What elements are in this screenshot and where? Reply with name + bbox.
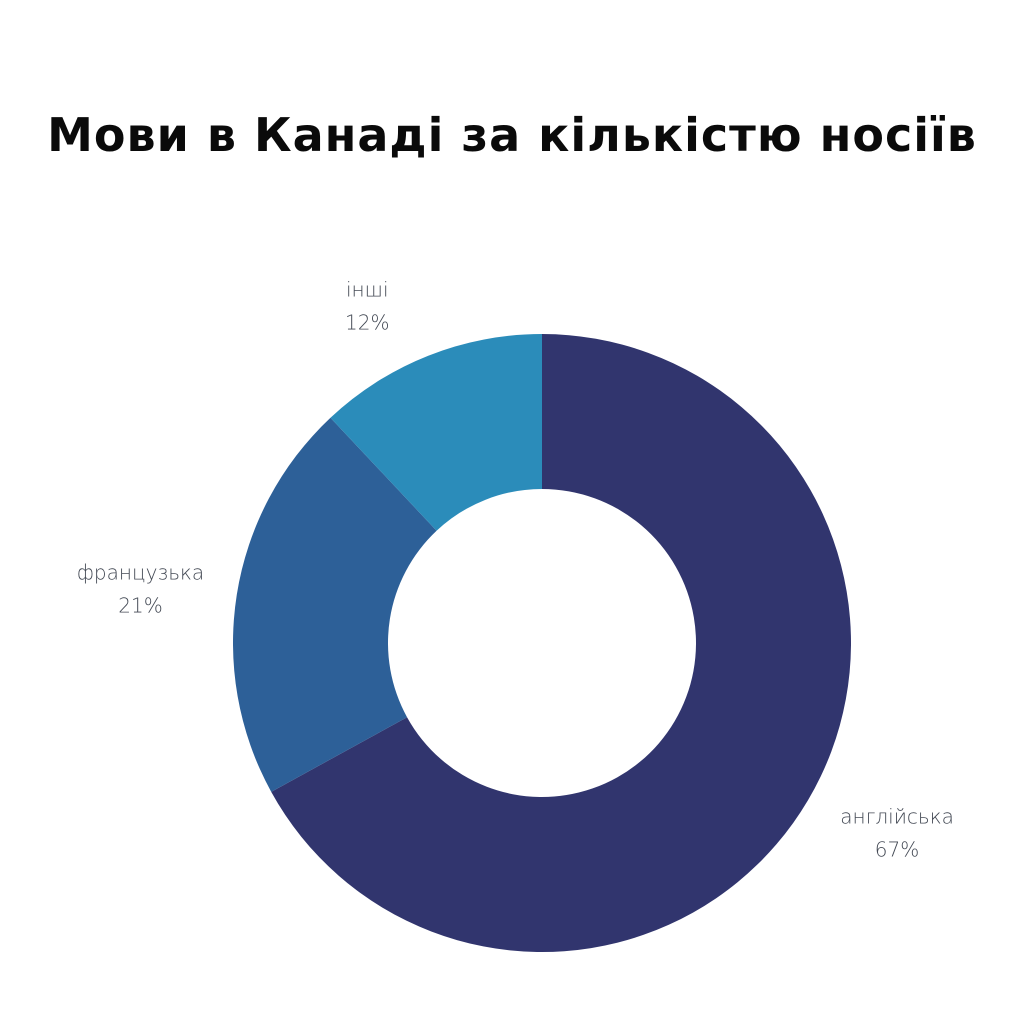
- slice-value-0: 67%: [875, 837, 919, 861]
- slice-name-2: інші: [346, 278, 389, 302]
- slice-0: [271, 334, 852, 952]
- slice-value-2: 12%: [345, 311, 389, 335]
- slice-name-1: французька: [77, 561, 204, 585]
- slice-2: [330, 334, 542, 531]
- chart-title: Мови в Канаді за кількістю носіїв: [47, 108, 977, 162]
- slice-value-1: 21%: [118, 594, 162, 618]
- slice-label-2: інші 12%: [345, 278, 389, 335]
- slice-labels: англійська 67% французька 21% інші 12%: [77, 278, 954, 862]
- slice-label-1: французька 21%: [77, 561, 204, 618]
- slice-label-0: англійська 67%: [840, 804, 954, 861]
- slice-name-0: англійська: [840, 804, 954, 828]
- slice-1: [232, 417, 437, 792]
- donut-slices: [232, 334, 852, 952]
